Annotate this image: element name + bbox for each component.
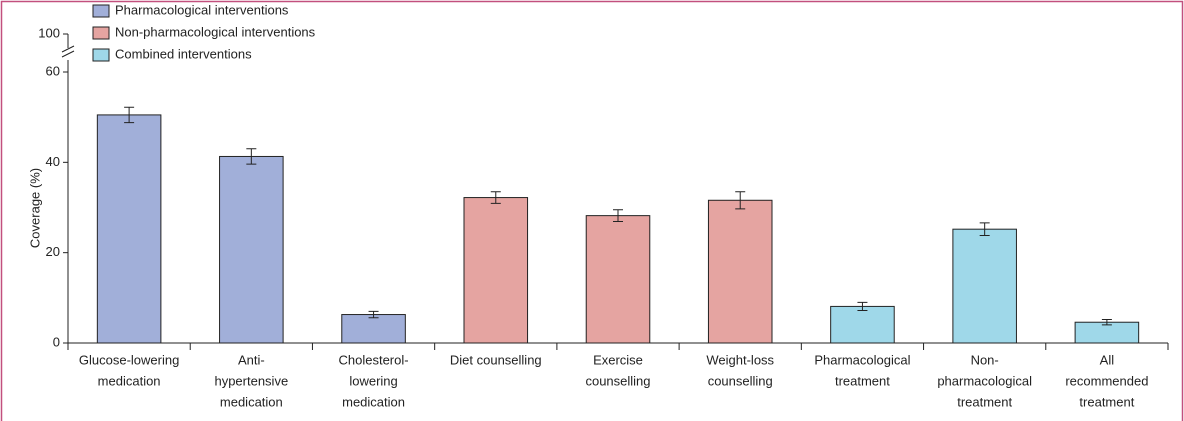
error-bar <box>490 191 501 204</box>
x-tick-label: treatment <box>835 373 890 388</box>
bar <box>707 199 773 344</box>
x-tick-label: Anti- <box>238 352 265 367</box>
error-bar <box>735 191 746 210</box>
legend-swatch <box>92 4 110 18</box>
x-tick-label: Pharmacological <box>814 352 910 367</box>
x-tick-label: medication <box>220 394 283 409</box>
x-tick-label: medication <box>342 394 405 409</box>
y-tick-label: 20 <box>46 244 60 259</box>
y-axis-label: Coverage (%) <box>27 168 42 248</box>
y-tick-label: 60 <box>46 63 60 78</box>
error-bar <box>1101 319 1112 326</box>
legend-swatch <box>92 48 110 62</box>
legend-label: Non-pharmacological interventions <box>115 24 316 39</box>
bar <box>585 215 651 344</box>
x-tick-label: Exercise <box>593 352 643 367</box>
error-bar <box>613 209 623 223</box>
x-tick-label: hypertensive <box>214 373 288 388</box>
bar <box>830 305 895 344</box>
y-tick-label: 100 <box>38 25 60 40</box>
bar <box>219 155 284 344</box>
x-tick-label: medication <box>98 373 161 388</box>
legend-label: Pharmacological interventions <box>115 2 289 17</box>
error-bar <box>246 148 257 165</box>
y-tick-label: 0 <box>53 334 60 349</box>
x-tick-label: Diet counselling <box>450 352 542 367</box>
x-tick-label: treatment <box>1079 394 1134 409</box>
legend-label: Combined interventions <box>115 46 252 61</box>
error-bar <box>368 310 379 319</box>
x-tick-label: Glucose-lowering <box>79 352 179 367</box>
y-axis <box>61 34 75 343</box>
bar <box>952 228 1017 344</box>
legend-swatch <box>92 26 110 40</box>
bar <box>96 114 162 344</box>
bar <box>341 314 406 344</box>
x-tick-label: pharmacological <box>937 373 1032 388</box>
x-tick-label: Non- <box>971 352 999 367</box>
error-bar <box>124 106 135 124</box>
error-bar <box>857 301 868 311</box>
x-tick-label: Weight-loss <box>706 352 774 367</box>
bar <box>463 197 529 344</box>
x-tick-label: counselling <box>708 373 773 388</box>
y-tick-label: 40 <box>46 154 60 169</box>
x-tick-label: All <box>1100 352 1115 367</box>
x-tick-label: Cholesterol- <box>339 352 409 367</box>
x-tick-label: counselling <box>585 373 650 388</box>
x-tick-label: treatment <box>957 394 1012 409</box>
error-bar <box>979 222 990 237</box>
x-tick-label: lowering <box>349 373 397 388</box>
x-tick-label: recommended <box>1065 373 1148 388</box>
